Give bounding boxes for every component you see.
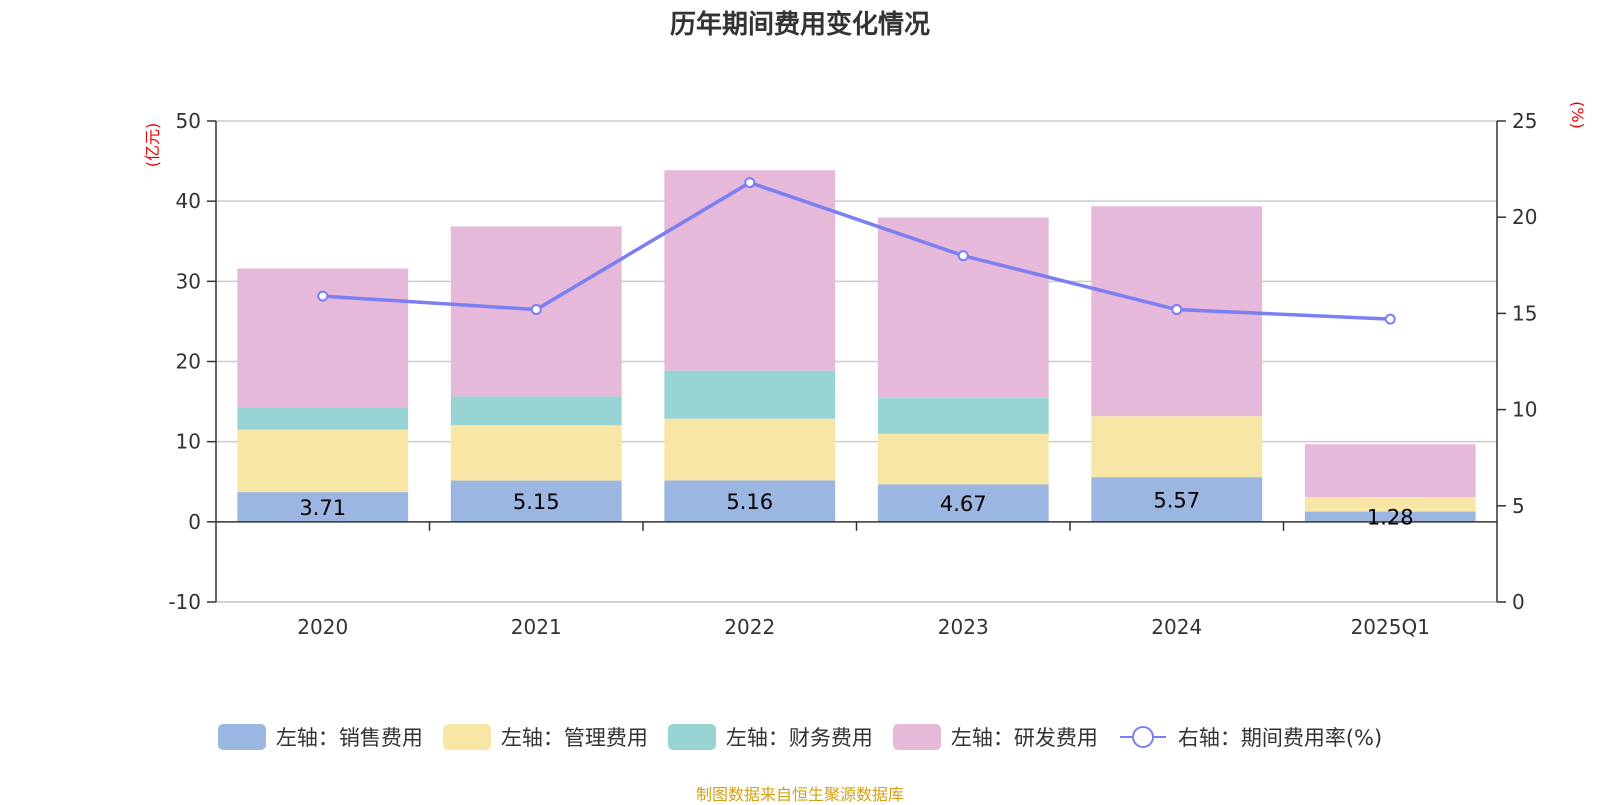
x-axis-tick-label: 2023 [938, 615, 989, 639]
right-axis-tick-label: 15 [1512, 301, 1537, 325]
legend-item[interactable]: 左轴：销售费用 [217, 722, 423, 752]
legend-label: 左轴：管理费用 [500, 726, 648, 750]
left-axis-tick-label: 10 [176, 430, 201, 454]
legend-label: 左轴：研发费用 [950, 726, 1098, 750]
bar-segment [877, 397, 1049, 434]
x-axis-tick-label: 2020 [297, 615, 348, 639]
x-axis-tick-label: 2024 [1151, 615, 1202, 639]
bar-segment [877, 484, 1049, 522]
x-axis-tick-label: 2022 [724, 615, 775, 639]
bar-segment [237, 268, 409, 408]
bar-segment [450, 396, 622, 426]
rate-line-point [1171, 304, 1183, 316]
bar-segment [237, 407, 409, 430]
left-axis-tick-label: 50 [176, 109, 201, 133]
bar-segment [877, 433, 1049, 485]
bar-data-label: 5.16 [726, 490, 773, 514]
legend-label: 右轴：期间费用率(%) [1177, 726, 1383, 750]
left-axis-tick-label: 30 [176, 269, 201, 293]
legend-item[interactable]: 左轴：管理费用 [442, 722, 648, 752]
left-axis-tick-label: 20 [176, 350, 201, 374]
label-layer: 3.71 5.15 5.16 4.67 5.57 1.28 [299, 489, 1413, 530]
source-note: 制图数据来自恒生聚源数据库 [695, 785, 904, 804]
left-axis-unit-label: (亿元) [143, 123, 162, 168]
grid-layer [216, 120, 1497, 603]
chart-title: 历年期间费用变化情况 [669, 10, 930, 40]
legend-item[interactable]: 左轴：财务费用 [667, 722, 873, 752]
legend-swatch [217, 724, 266, 750]
legend-swatch [892, 724, 941, 750]
bar-segment [664, 480, 836, 522]
bar-segment [1304, 444, 1476, 498]
bar-segment [664, 370, 836, 419]
legend: 左轴：销售费用 左轴：管理费用 左轴：财务费用 左轴：研发费用 右轴：期间费用率(%) [0, 722, 1600, 752]
axis-layer: -10 0 10 20 30 40 50 0 5 10 15 20 25 2020 2021 2022 2023… [168, 109, 1537, 639]
bar-segment [877, 217, 1049, 398]
line-layer [317, 177, 1396, 325]
right-axis-tick-label: 5 [1512, 494, 1525, 518]
x-axis-tick-label: 2025Q1 [1351, 615, 1430, 639]
legend-label: 左轴：财务费用 [725, 726, 873, 750]
legend-item[interactable]: 右轴：期间费用率(%) [1118, 722, 1382, 752]
right-axis-tick-label: 0 [1512, 590, 1525, 614]
bar-segment [450, 480, 622, 522]
right-axis-unit-label: (%) [1568, 101, 1587, 129]
bar-segment [237, 429, 409, 493]
bar-data-label: 5.15 [513, 490, 560, 514]
bar-data-label: 5.57 [1153, 489, 1200, 513]
bar-segment [664, 418, 836, 481]
bar-data-label: 3.71 [299, 496, 346, 520]
rate-line-point [317, 290, 329, 302]
legend-line-icon [1119, 726, 1166, 748]
bar-data-label: 4.67 [940, 492, 987, 516]
legend-swatch [667, 724, 716, 750]
rate-line-point [530, 304, 542, 316]
left-axis-tick-label: 40 [176, 189, 201, 213]
bar-segment [1304, 511, 1476, 522]
left-axis-tick-label: 0 [188, 510, 201, 534]
rate-line [322, 180, 1391, 321]
right-axis-tick-label: 10 [1512, 398, 1537, 422]
left-axis-tick-label: -10 [168, 590, 201, 614]
legend-item[interactable]: 左轴：研发费用 [892, 722, 1098, 752]
bar-layer [237, 170, 1476, 522]
right-axis-tick-label: 20 [1512, 205, 1537, 229]
bar-segment [1304, 497, 1476, 512]
rate-line-point [957, 250, 969, 262]
bar-segment [1091, 416, 1263, 478]
rate-line-point [744, 177, 756, 189]
bar-segment [237, 492, 409, 522]
bar-segment [664, 170, 836, 371]
legend-label: 左轴：销售费用 [275, 726, 423, 750]
bar-segment [450, 425, 622, 481]
rate-line-point [1384, 313, 1396, 325]
right-axis-tick-label: 25 [1512, 109, 1537, 133]
bar-data-label: 1.28 [1367, 506, 1414, 530]
bar-segment [1091, 477, 1263, 522]
legend-swatch [442, 724, 491, 750]
x-axis-tick-label: 2021 [511, 615, 562, 639]
